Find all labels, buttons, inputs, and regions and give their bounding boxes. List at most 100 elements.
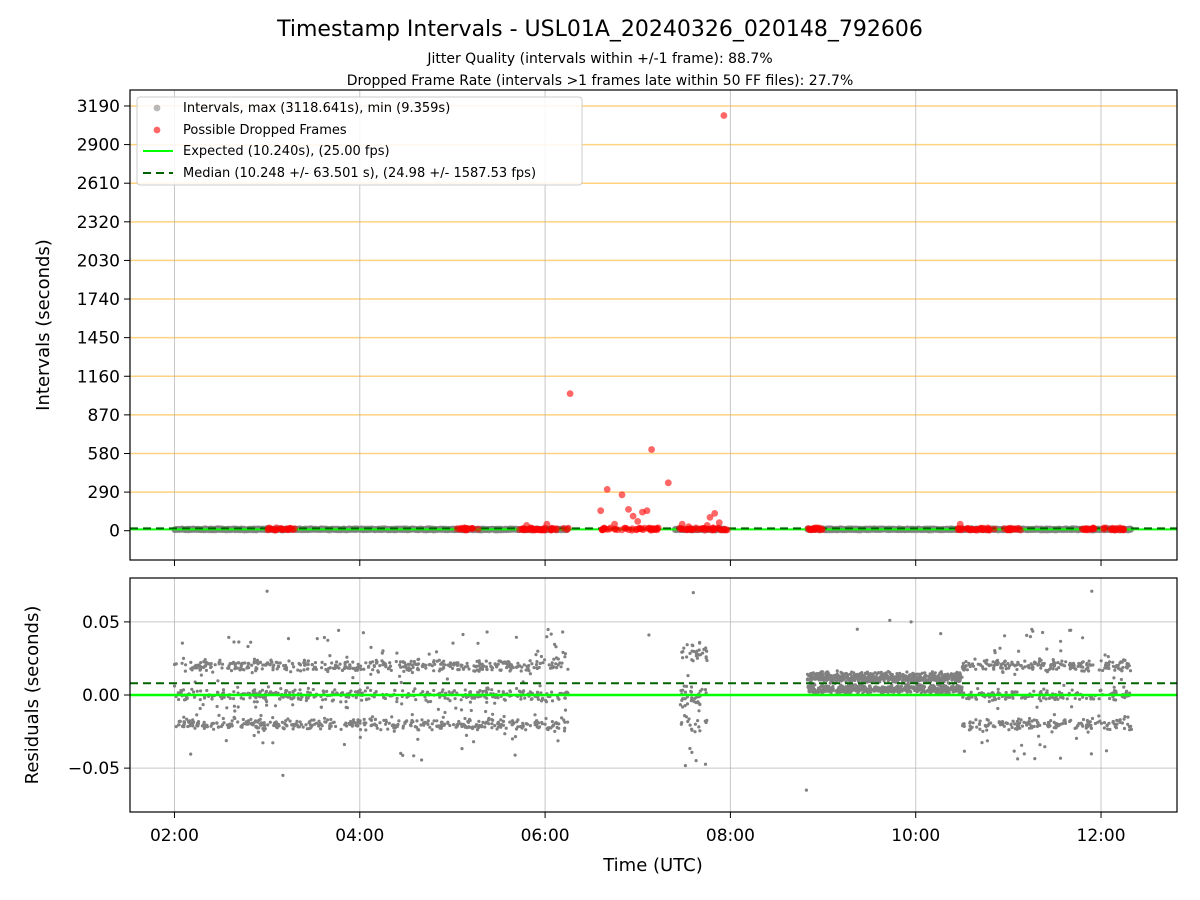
residual-point [839, 670, 843, 675]
residual-point [543, 698, 548, 702]
residual-point [174, 725, 178, 729]
residual-point [682, 646, 686, 650]
residual-point [460, 747, 464, 751]
residual-point [457, 719, 461, 724]
residual-point [236, 685, 240, 689]
residual-point [189, 660, 193, 665]
residual-point [399, 751, 403, 756]
residual-point [469, 708, 473, 713]
residual-point [809, 678, 813, 682]
dropped-frame-point [711, 510, 719, 517]
residual-point [386, 667, 390, 671]
residual-point [553, 721, 558, 725]
residual-point [690, 727, 694, 731]
residual-point [331, 666, 335, 670]
residual-point [236, 661, 240, 665]
residual-point [221, 691, 226, 695]
residual-point [356, 665, 360, 669]
residual-point [873, 686, 877, 690]
residual-point [211, 670, 215, 674]
residual-point [528, 690, 532, 694]
residual-point [401, 724, 405, 728]
residual-point [237, 640, 241, 644]
y-tick-label: 1160 [77, 367, 120, 387]
residual-point [374, 661, 379, 665]
residual-point [448, 723, 452, 728]
residual-point [893, 686, 898, 690]
residual-point [328, 724, 332, 728]
residual-point [503, 732, 507, 736]
dropped-frame-point [811, 525, 819, 532]
residual-point [215, 690, 220, 694]
residual-point [299, 722, 303, 727]
residual-point [503, 661, 508, 665]
residual-point [320, 666, 324, 670]
residual-point [685, 655, 689, 659]
residual-point [413, 687, 417, 691]
residual-point [235, 666, 239, 670]
residual-point [917, 683, 921, 687]
residual-point [550, 699, 555, 703]
residual-point [943, 673, 947, 677]
residual-point [828, 675, 832, 679]
residual-point [510, 719, 515, 723]
residual-point [465, 661, 469, 666]
residual-point [302, 661, 306, 665]
residual-point [179, 689, 184, 693]
dropped-frame-point [711, 525, 719, 533]
residual-point [496, 662, 500, 666]
residual-point [450, 666, 455, 671]
residual-point [480, 662, 484, 666]
residual-point [249, 717, 253, 722]
residual-point [328, 726, 332, 731]
residual-point [477, 723, 481, 728]
dropped-frame-point [537, 526, 544, 534]
residual-point [705, 658, 709, 663]
residual-point [236, 720, 240, 724]
residual-point [472, 669, 476, 673]
residual-point [530, 662, 534, 666]
residual-point [291, 690, 295, 694]
residual-point [326, 638, 330, 642]
residual-point [432, 719, 436, 723]
dropped-frame-point [474, 525, 482, 533]
residual-point [509, 667, 513, 672]
residual-point [514, 635, 519, 639]
residual-point [321, 698, 325, 702]
residual-point [371, 660, 375, 664]
residual-point [250, 663, 254, 667]
residual-point [242, 722, 246, 726]
residual-point [246, 661, 250, 666]
residual-point [191, 720, 195, 724]
residual-point [254, 705, 258, 709]
intervals-axes-frame [129, 89, 1178, 561]
residual-point [356, 691, 360, 695]
residual-point [386, 727, 390, 731]
residual-point [515, 686, 519, 691]
residual-point [919, 675, 923, 680]
residual-point [259, 713, 263, 718]
residual-point [818, 687, 822, 691]
residual-point [850, 689, 854, 693]
residual-point [403, 665, 407, 669]
residual-point [697, 701, 701, 705]
residual-point [702, 647, 706, 652]
residual-point [250, 671, 254, 675]
residual-point [464, 695, 469, 700]
residual-point [306, 659, 310, 663]
residual-point [380, 659, 384, 663]
residual-point [689, 689, 693, 694]
residual-point [286, 717, 290, 721]
residual-point [695, 656, 700, 660]
residual-point [419, 723, 423, 727]
residual-point [508, 720, 512, 724]
residual-point [411, 665, 415, 670]
residual-point [216, 725, 221, 729]
residual-point [692, 700, 696, 704]
residual-point [521, 691, 525, 695]
residual-point [390, 715, 394, 719]
residual-point [330, 661, 334, 665]
residual-point [193, 726, 197, 730]
residual-point [378, 664, 382, 668]
residual-point [820, 690, 825, 695]
